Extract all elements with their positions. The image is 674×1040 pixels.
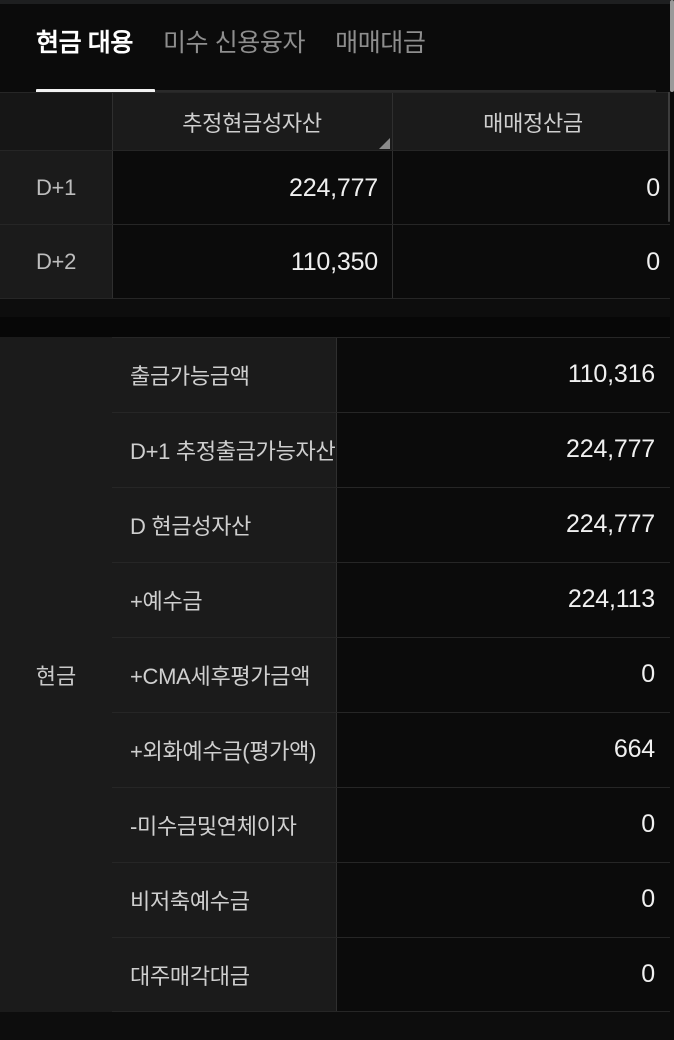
row-divider xyxy=(112,337,671,338)
table-row[interactable]: D+2 110,350 0 xyxy=(0,225,674,299)
settlement-row-trade-settlement: 0 xyxy=(392,151,674,225)
column-divider xyxy=(336,412,337,487)
settlement-header-estimated-cash-assets[interactable]: 추정현금성자산 xyxy=(112,92,392,151)
row-divider xyxy=(0,92,674,93)
cash-row-value: 0 xyxy=(336,862,671,937)
table-row[interactable]: D 현금성자산 224,777 xyxy=(112,487,671,562)
settlement-header-blank xyxy=(0,92,112,151)
cash-row-name: 출금가능금액 xyxy=(112,337,336,412)
top-edge-strip xyxy=(0,0,674,4)
column-divider xyxy=(336,337,337,412)
row-divider xyxy=(0,298,674,299)
cash-row-value: 224,113 xyxy=(336,562,671,637)
cash-row-name: 대주매각대금 xyxy=(112,937,336,1012)
cash-row-name: +CMA세후평가금액 xyxy=(112,637,336,712)
cash-row-name: -미수금및연체이자 xyxy=(112,787,336,862)
table-row[interactable]: D+1 224,777 0 xyxy=(0,151,674,225)
column-divider xyxy=(336,712,337,787)
table-row[interactable]: D+1 추정출금가능자산 224,777 xyxy=(112,412,671,487)
row-divider xyxy=(112,637,671,638)
table-row[interactable]: +예수금 224,113 xyxy=(112,562,671,637)
row-divider xyxy=(112,712,671,713)
row-divider xyxy=(112,937,671,938)
row-divider xyxy=(0,150,674,151)
panel-right-edge xyxy=(668,92,670,222)
settlement-row-label: D+1 xyxy=(0,151,112,225)
column-divider xyxy=(336,637,337,712)
row-divider xyxy=(112,787,671,788)
column-divider xyxy=(336,562,337,637)
column-divider xyxy=(336,937,337,1012)
tab-underline-track xyxy=(36,90,656,92)
column-divider xyxy=(112,225,113,299)
column-divider xyxy=(392,92,393,151)
row-divider xyxy=(112,862,671,863)
settlement-row-estimated-cash-assets: 224,777 xyxy=(112,151,392,225)
tab-bar: 현금 대용 미수 신용융자 매매대금 xyxy=(0,4,674,94)
tab-cash-substitute[interactable]: 현금 대용 xyxy=(36,29,133,57)
column-divider xyxy=(392,151,393,225)
cash-row-value: 664 xyxy=(336,712,671,787)
cash-group-label: 현금 xyxy=(0,337,112,1012)
row-divider xyxy=(112,562,671,563)
cash-row-value: 0 xyxy=(336,637,671,712)
cash-row-value: 110,316 xyxy=(336,337,671,412)
tab-unpaid-credit-loan[interactable]: 미수 신용융자 xyxy=(162,29,306,57)
row-divider xyxy=(112,487,671,488)
settlement-header-trade-settlement[interactable]: 매매정산금 xyxy=(392,92,674,151)
cash-row-value: 224,777 xyxy=(336,487,671,562)
table-row[interactable]: 출금가능금액 110,316 xyxy=(112,337,671,412)
settlement-row-label: D+2 xyxy=(0,225,112,299)
cash-row-name: 비저축예수금 xyxy=(112,862,336,937)
cash-breakdown-rows: 출금가능금액 110,316 D+1 추정출금가능자산 224,777 D 현금… xyxy=(112,337,671,1012)
table-row[interactable]: 비저축예수금 0 xyxy=(112,862,671,937)
settlement-header-estimated-cash-assets-label: 추정현금성자산 xyxy=(182,110,322,136)
settlement-row-trade-settlement: 0 xyxy=(392,225,674,299)
row-divider xyxy=(112,1011,671,1012)
column-divider xyxy=(336,862,337,937)
cash-row-name: +예수금 xyxy=(112,562,336,637)
settlement-row-estimated-cash-assets: 110,350 xyxy=(112,225,392,299)
row-divider xyxy=(112,412,671,413)
resize-corner-icon[interactable] xyxy=(379,138,390,149)
cash-row-value: 0 xyxy=(336,787,671,862)
cash-row-name: +외화예수금(평가액) xyxy=(112,712,336,787)
page-scrollbar[interactable] xyxy=(670,0,674,1040)
row-divider xyxy=(0,224,674,225)
column-divider xyxy=(336,787,337,862)
column-divider xyxy=(112,92,113,151)
cash-row-value: 224,777 xyxy=(336,412,671,487)
settlement-table-header: 추정현금성자산 매매정산금 xyxy=(0,92,674,151)
cash-row-name: D+1 추정출금가능자산 xyxy=(112,412,336,487)
cash-row-value: 0 xyxy=(336,937,671,1012)
page-scrollbar-thumb[interactable] xyxy=(670,0,674,92)
cash-breakdown-table: 현금 출금가능금액 110,316 D+1 추정출금가능자산 224,777 D… xyxy=(0,337,674,1012)
cash-row-name: D 현금성자산 xyxy=(112,487,336,562)
section-gap xyxy=(0,317,674,337)
table-row[interactable]: -미수금및연체이자 0 xyxy=(112,787,671,862)
settlement-table: 추정현금성자산 매매정산금 D+1 224,777 0 D+2 110,350 … xyxy=(0,92,674,299)
table-row[interactable]: +CMA세후평가금액 0 xyxy=(112,637,671,712)
column-divider xyxy=(336,487,337,562)
column-divider xyxy=(392,225,393,299)
tab-list: 현금 대용 미수 신용융자 매매대금 xyxy=(36,28,426,58)
column-divider xyxy=(112,151,113,225)
table-row[interactable]: 대주매각대금 0 xyxy=(112,937,671,1012)
active-tab-underline xyxy=(36,89,155,94)
tab-trade-amount[interactable]: 매매대금 xyxy=(335,29,426,57)
table-row[interactable]: +외화예수금(평가액) 664 xyxy=(112,712,671,787)
